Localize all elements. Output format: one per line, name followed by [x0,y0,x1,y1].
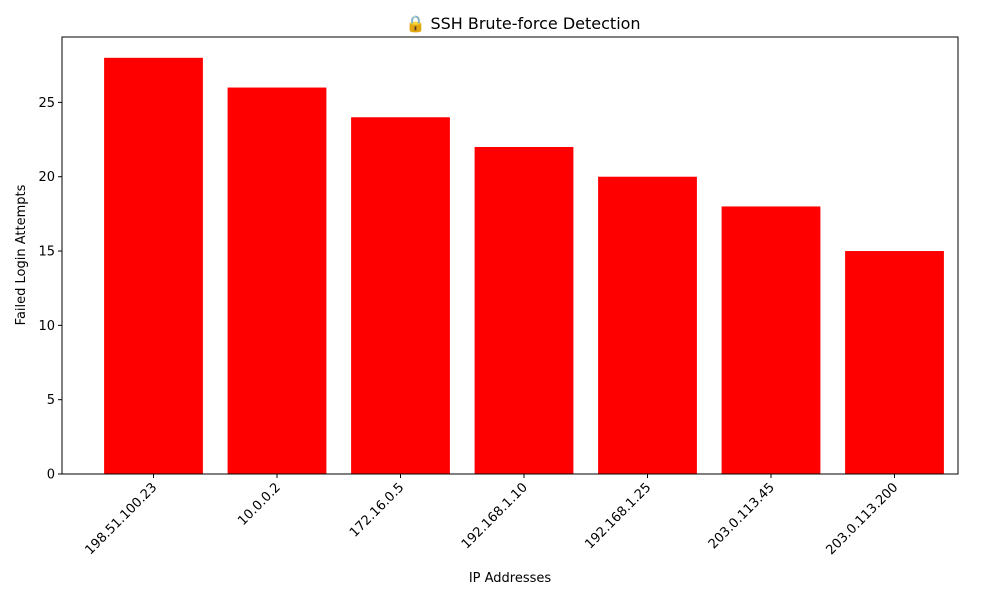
x-tick-label: 172.16.0.5 [347,480,407,540]
bar [351,117,450,474]
x-axis: 198.51.100.23 10.0.0.2 172.16.0.5 192.168.1… [82,474,901,558]
x-axis-label: IP Addresses [469,571,552,586]
x-tick-label: 192.168.1.25 [582,480,654,552]
bar [104,57,203,475]
y-tick-label: 10 [38,319,55,334]
y-tick-label: 15 [38,245,55,260]
bar [598,176,697,475]
x-tick-label: 198.51.100.23 [82,480,160,558]
y-axis: 0 5 10 15 20 25 [38,96,62,483]
x-tick-label: 10.0.0.2 [235,480,284,529]
bar [474,146,574,474]
y-tick-label: 0 [47,468,55,483]
y-tick-label: 5 [47,393,55,408]
y-tick-label: 25 [38,96,55,111]
bar [227,87,327,474]
x-tick-label: 203.0.113.45 [706,480,778,552]
y-tick-label: 20 [38,170,55,185]
chart-title: 🔒 SSH Brute-force Detection [405,14,640,33]
plot-frame [61,36,959,475]
bars [104,57,944,475]
x-tick-label: 192.168.1.10 [459,480,531,552]
bar [845,251,944,474]
x-tick-label: 203.0.113.200 [823,480,901,558]
y-axis-label: Failed Login Attempts [14,184,29,325]
bar [721,206,821,474]
